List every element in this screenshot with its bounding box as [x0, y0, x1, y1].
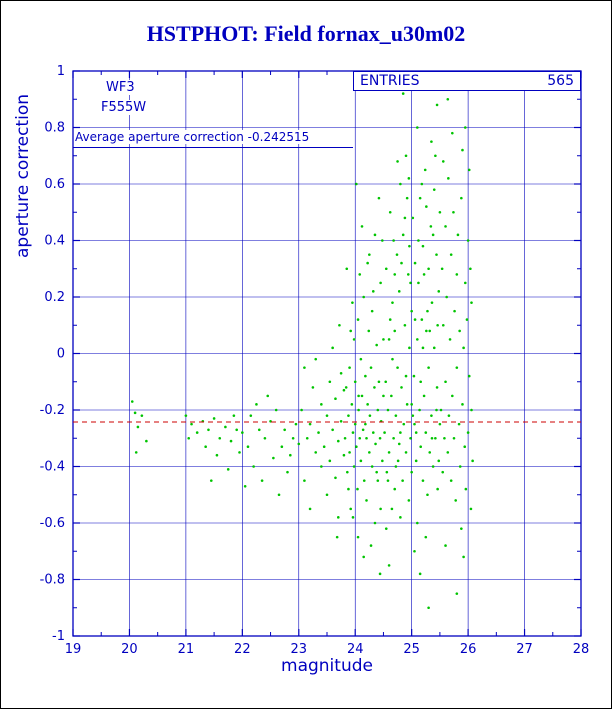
svg-text:19: 19 [65, 642, 82, 657]
svg-text:26: 26 [460, 642, 477, 657]
avg-correction-label: Average aperture correction -0.242515 [75, 130, 310, 144]
svg-text:0.2: 0.2 [44, 290, 65, 305]
entries-value: 565 [547, 73, 574, 89]
svg-text:25: 25 [403, 642, 420, 657]
y-axis-label: aperture correction [13, 94, 33, 258]
svg-text:24: 24 [347, 642, 364, 657]
filter-label: F555W [98, 100, 150, 115]
svg-text:22: 22 [234, 642, 251, 657]
camera-label: WF3 [103, 80, 138, 95]
svg-text:21: 21 [178, 642, 195, 657]
svg-text:0.8: 0.8 [44, 121, 65, 136]
svg-text:-0.2: -0.2 [40, 403, 65, 418]
svg-text:28: 28 [573, 642, 590, 657]
svg-text:23: 23 [291, 642, 308, 657]
svg-text:27: 27 [516, 642, 533, 657]
page-title: HSTPHOT: Field fornax_u30m02 [146, 21, 466, 46]
svg-text:-0.6: -0.6 [40, 516, 65, 531]
svg-text:0.6: 0.6 [44, 177, 65, 192]
svg-text:0.4: 0.4 [44, 234, 65, 249]
stats-underline [73, 147, 353, 148]
x-axis-label: magnitude [281, 656, 373, 676]
svg-text:-0.8: -0.8 [40, 573, 65, 588]
svg-text:-1: -1 [52, 629, 65, 644]
svg-text:1: 1 [57, 64, 65, 79]
svg-text:0: 0 [57, 347, 65, 362]
svg-text:-0.4: -0.4 [40, 460, 65, 475]
entries-label: ENTRIES [360, 73, 420, 89]
entries-box: ENTRIES 565 [353, 71, 581, 91]
svg-text:20: 20 [121, 642, 138, 657]
